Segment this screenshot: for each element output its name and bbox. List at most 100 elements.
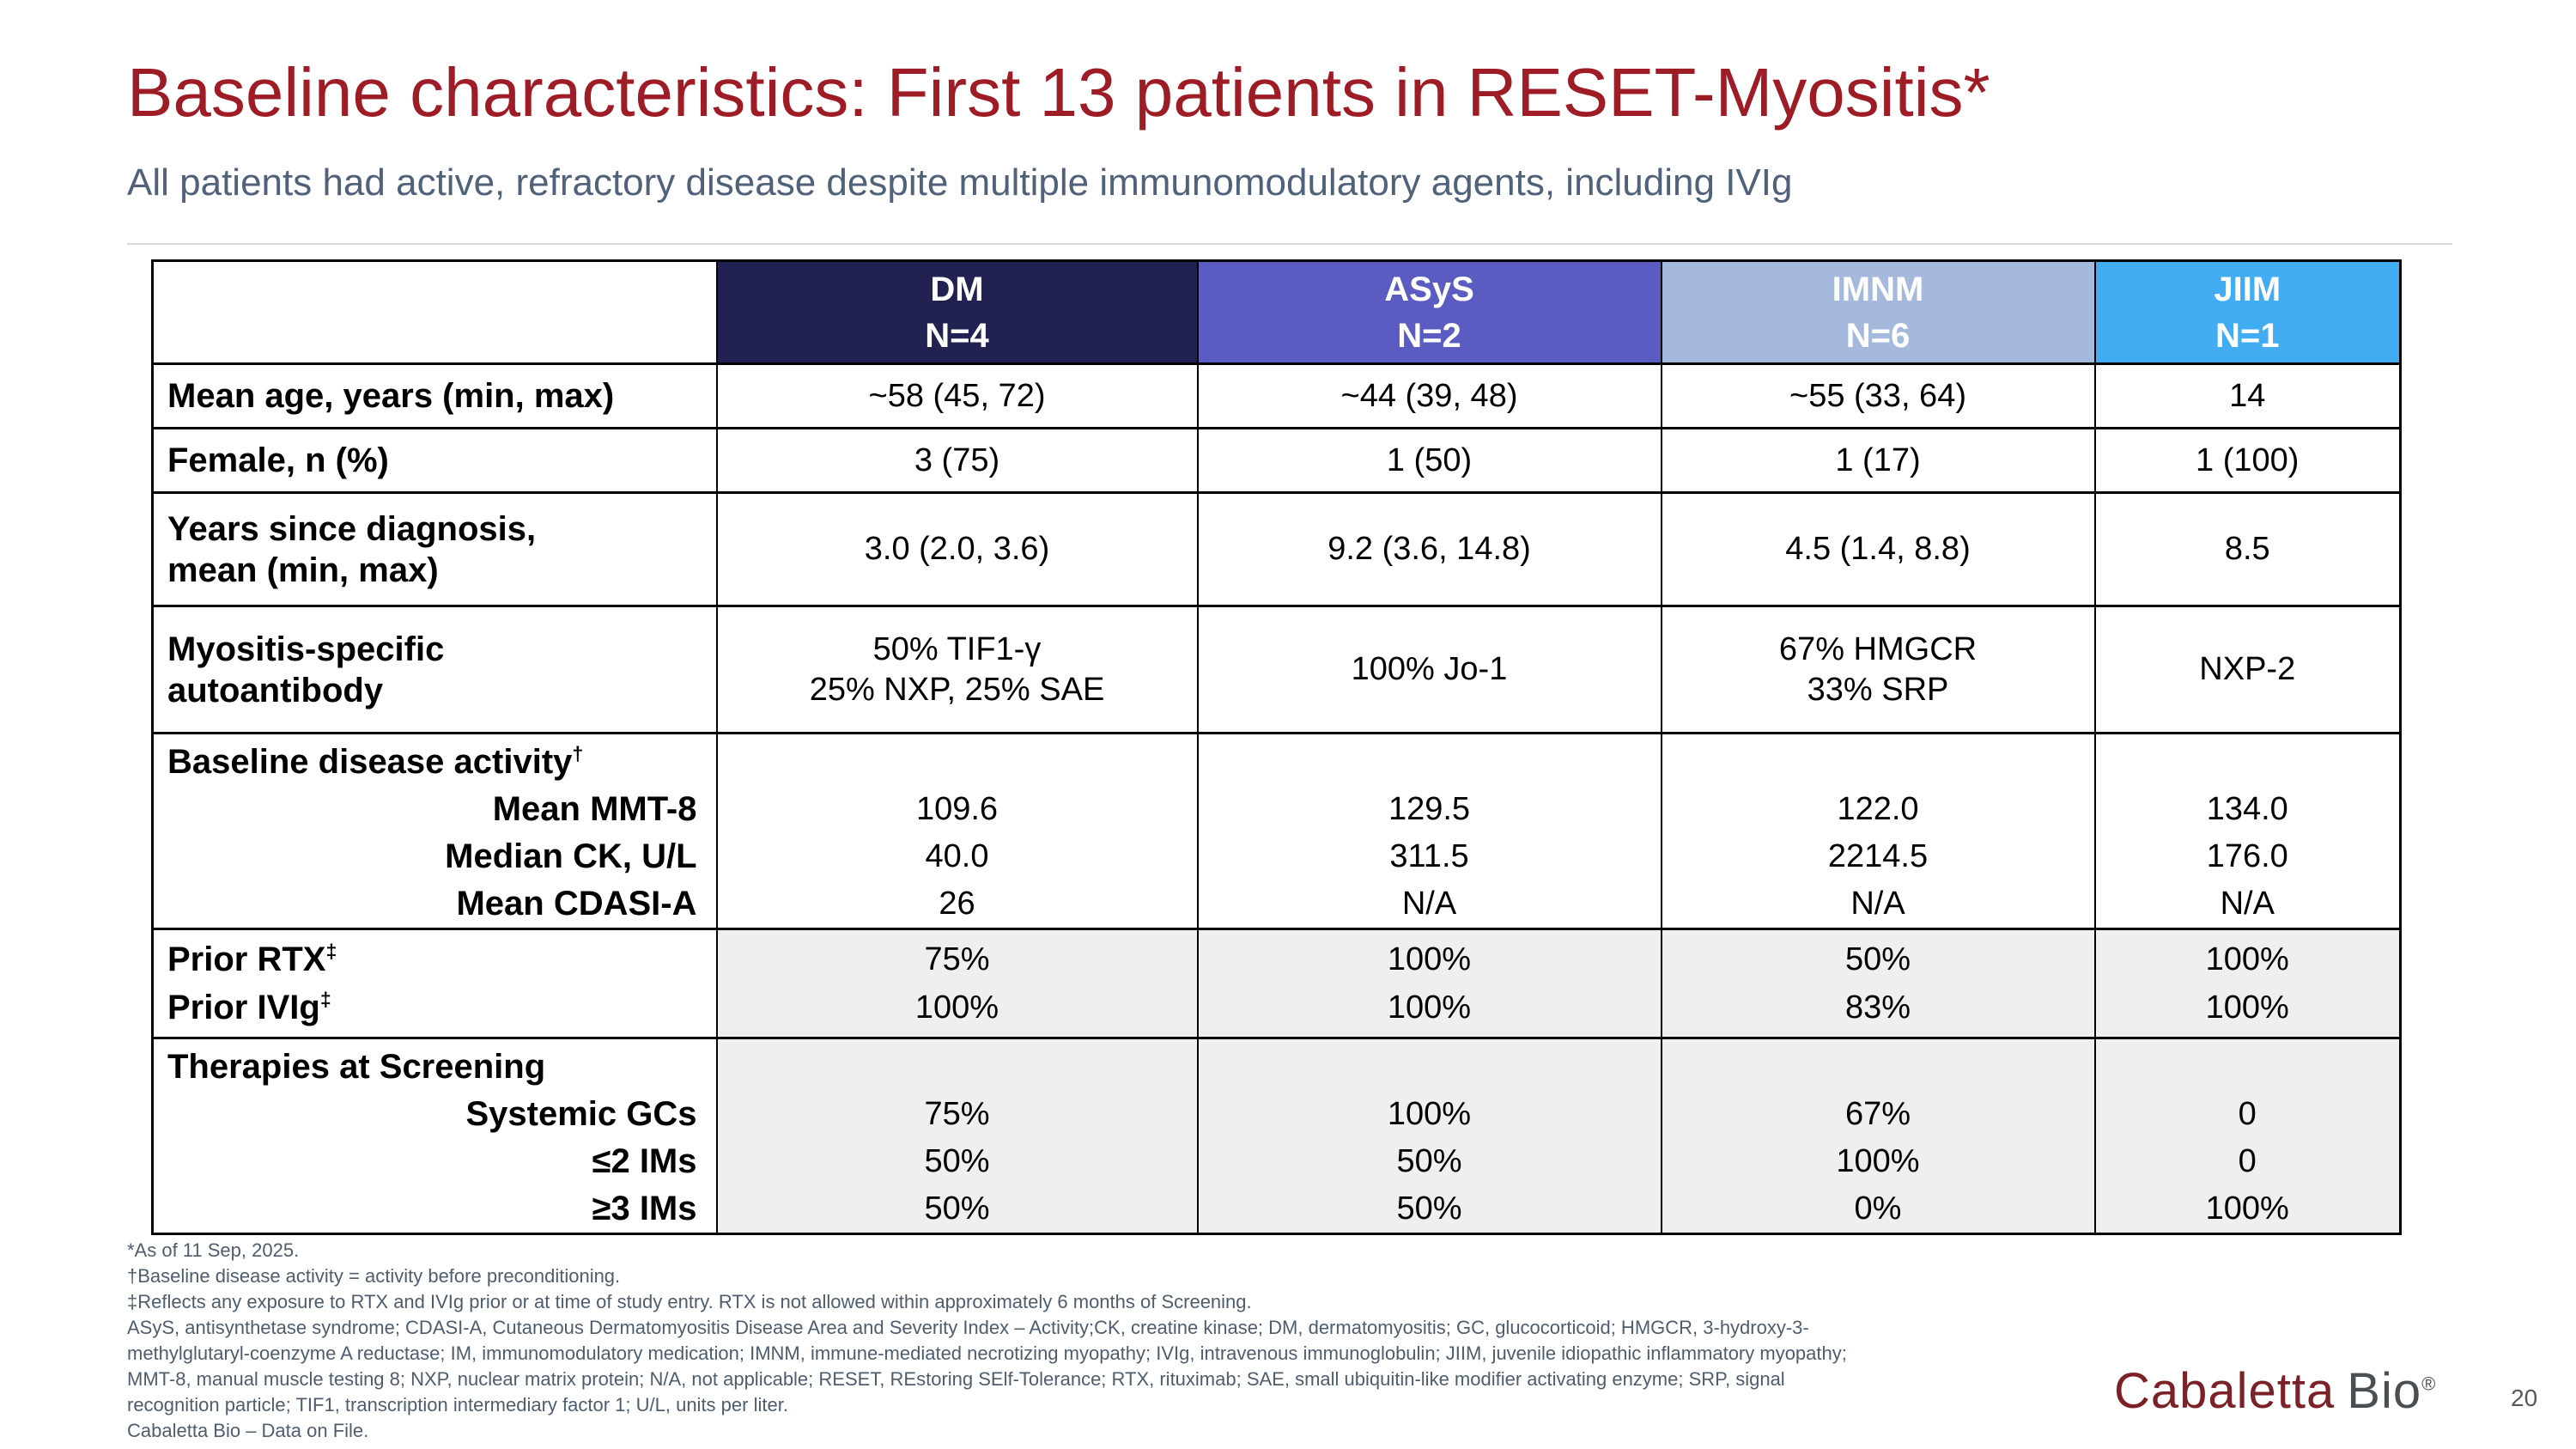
- footnote-line: Cabaletta Bio – Data on File.: [127, 1420, 369, 1441]
- cell-asys: 100% 50% 50%: [1196, 1037, 1662, 1235]
- spacer: [1662, 1044, 2094, 1091]
- row-label: Prior RTX‡ Prior IVIg ‡: [151, 928, 718, 1039]
- cell-value-line: 100%: [1387, 989, 1472, 1026]
- cell-value-line: 33% SRP: [1807, 671, 1949, 708]
- column-header-imnm: IMNM N=6: [1660, 259, 2096, 365]
- cell-value-line: 176.0: [2206, 838, 2288, 874]
- column-n: N=6: [1845, 316, 1911, 355]
- spacer: [1662, 739, 2094, 786]
- cell-value-line: 67% HMGCR: [1778, 630, 1978, 667]
- row-label-text: Prior IVIg: [167, 989, 320, 1026]
- double-dagger-symbol: ‡: [325, 940, 337, 963]
- sub-row-label: Mean MMT-8: [492, 790, 697, 828]
- cell-value-line: 75%: [924, 1096, 990, 1132]
- cell-asys: 100% Jo-1: [1196, 605, 1662, 734]
- sub-row-label: ≥3 IMs: [592, 1190, 697, 1227]
- row-label-line: mean (min, max): [167, 551, 439, 589]
- slide-title: Baseline characteristics: First 13 patie…: [127, 54, 1990, 131]
- sub-row-label: Systemic GCs: [465, 1095, 697, 1133]
- row-label: Baseline disease activity† Mean MMT-8 Me…: [151, 732, 718, 930]
- column-label: JIIM: [2214, 270, 2281, 308]
- footnotes: *As of 11 Sep, 2025. †Baseline disease a…: [127, 1238, 2102, 1444]
- footnote-line: *As of 11 Sep, 2025.: [127, 1239, 300, 1261]
- footnote-line: ‡Reflects any exposure to RTX and IVIg p…: [127, 1291, 1252, 1312]
- registered-trademark-symbol: ®: [2421, 1373, 2437, 1395]
- cell-value-line: 129.5: [1388, 791, 1471, 827]
- cell-value-line: 122.0: [1837, 791, 1919, 827]
- row-label-text: Prior RTX: [167, 941, 326, 978]
- cell-imnm: 67% HMGCR 33% SRP: [1660, 605, 2096, 734]
- cell-dm: ~58 (45, 72): [715, 362, 1199, 429]
- sub-row-label: Mean CDASI-A: [456, 885, 697, 922]
- cell-value-line: 25% NXP, 25% SAE: [809, 671, 1105, 708]
- row-label: Therapies at Screening Systemic GCs ≤2 I…: [151, 1037, 718, 1235]
- cell-value-line: 100%: [2205, 989, 2289, 1026]
- cell-jiim: 14: [2093, 362, 2402, 429]
- baseline-characteristics-table: DM N=4 ASyS N=2 IMNM N=6 JIIM N=1 Mean a…: [151, 259, 2402, 1235]
- cell-asys: ~44 (39, 48): [1196, 362, 1662, 429]
- footnote-line: MMT-8, manual muscle testing 8; NXP, nuc…: [127, 1368, 1785, 1390]
- spacer: [2096, 739, 2400, 786]
- cell-jiim: 1 (100): [2093, 427, 2402, 494]
- column-label: ASyS: [1384, 270, 1474, 308]
- column-n: N=2: [1397, 316, 1461, 355]
- footnote-line: ASyS, antisynthetase syndrome; CDASI-A, …: [127, 1317, 1809, 1338]
- logo-suffix-text: Bio: [2347, 1363, 2422, 1419]
- cell-value-line: 50% TIF1-γ: [872, 630, 1042, 667]
- cell-value-line: 0: [2238, 1143, 2257, 1179]
- cell-asys: 100% 100%: [1196, 928, 1662, 1039]
- sub-row-label: Median CK, U/L: [445, 837, 697, 875]
- cell-value-line: 0: [2238, 1096, 2257, 1132]
- row-label-line: Myositis-specific: [167, 630, 445, 668]
- cell-dm: 75% 100%: [715, 928, 1199, 1039]
- cell-asys: 9.2 (3.6, 14.8): [1196, 491, 1662, 607]
- row-label-line: Years since diagnosis,: [167, 509, 537, 548]
- table-row-autoantibody: Myositis-specific autoantibody 50% TIF1-…: [151, 605, 2402, 734]
- column-n: N=4: [925, 316, 989, 355]
- cell-imnm: 1 (17): [1660, 427, 2096, 494]
- cell-value-line: 0%: [1854, 1190, 1902, 1227]
- header-divider: [127, 243, 2452, 245]
- cell-value-line: 100%: [914, 989, 999, 1026]
- column-header-dm: DM N=4: [715, 259, 1199, 365]
- cell-value-line: 40.0: [925, 838, 989, 874]
- cell-asys: 129.5 311.5 N/A: [1196, 732, 1662, 930]
- cabaletta-bio-logo: Cabaletta Bio®: [2114, 1362, 2436, 1420]
- column-label: IMNM: [1832, 270, 1924, 308]
- row-label-line: autoantibody: [167, 671, 384, 709]
- cell-jiim: 134.0 176.0 N/A: [2093, 732, 2402, 930]
- cell-imnm: 4.5 (1.4, 8.8): [1660, 491, 2096, 607]
- row-label-line: Prior RTX‡: [167, 935, 709, 983]
- cell-jiim: 100% 100%: [2093, 928, 2402, 1039]
- cell-dm: 3 (75): [715, 427, 1199, 494]
- cell-value-line: N/A: [1401, 886, 1457, 922]
- cell-value-line: N/A: [2220, 886, 2275, 922]
- cell-dm: 3.0 (2.0, 3.6): [715, 491, 1199, 607]
- group-title-text: Baseline disease activity: [167, 743, 573, 781]
- spacer: [718, 739, 1197, 786]
- cell-value-line: 100%: [1387, 1096, 1472, 1132]
- logo-brand-text: Cabaletta: [2114, 1363, 2336, 1419]
- column-header-asys: ASyS N=2: [1196, 259, 1662, 365]
- cell-imnm: 122.0 2214.5 N/A: [1660, 732, 2096, 930]
- cell-value-line: 50%: [1396, 1143, 1462, 1179]
- table-row-prior-therapy: Prior RTX‡ Prior IVIg ‡ 75% 100% 100% 100…: [151, 928, 2402, 1039]
- cell-asys: 1 (50): [1196, 427, 1662, 494]
- cell-value-line: 2214.5: [1827, 838, 1929, 874]
- table-row-female: Female, n (%) 3 (75) 1 (50) 1 (17) 1 (10…: [151, 427, 2402, 494]
- cell-value-line: 50%: [924, 1190, 990, 1227]
- cell-value-line: 83%: [1844, 989, 1911, 1026]
- cell-imnm: 50% 83%: [1660, 928, 2096, 1039]
- table-header-row: DM N=4 ASyS N=2 IMNM N=6 JIIM N=1: [151, 259, 2402, 365]
- group-title: Therapies at Screening: [167, 1048, 546, 1086]
- footnote-line: †Baseline disease activity = activity be…: [127, 1265, 621, 1287]
- group-title: Baseline disease activity†: [167, 739, 709, 786]
- dagger-symbol: †: [572, 742, 584, 765]
- cell-dm: 75% 50% 50%: [715, 1037, 1199, 1235]
- cell-value-line: 311.5: [1389, 838, 1469, 874]
- slide-subtitle: All patients had active, refractory dise…: [127, 161, 1793, 204]
- cell-value-line: 100%: [2205, 941, 2289, 977]
- table-row-mean-age: Mean age, years (min, max) ~58 (45, 72) …: [151, 362, 2402, 429]
- row-label: Years since diagnosis, mean (min, max): [151, 491, 718, 607]
